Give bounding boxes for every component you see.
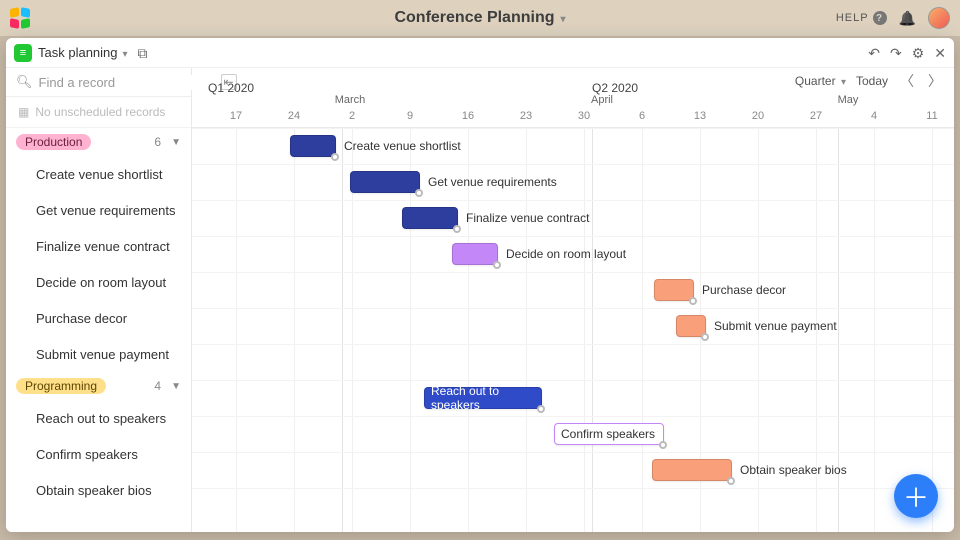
quarter-label: Q2 2020 bbox=[592, 81, 638, 95]
dependency-handle-icon[interactable] bbox=[453, 225, 461, 233]
gantt-bar-label: Submit venue payment bbox=[714, 315, 837, 337]
close-icon[interactable]: ✕ bbox=[934, 46, 946, 60]
gantt-bar[interactable] bbox=[290, 135, 336, 157]
next-arrow-icon[interactable]: 〉 bbox=[926, 71, 944, 91]
month-label: March bbox=[335, 94, 366, 106]
task-item[interactable]: Reach out to speakers bbox=[6, 400, 191, 436]
day-label: 2 bbox=[349, 110, 355, 122]
gantt-bar[interactable] bbox=[350, 171, 420, 193]
group-count: 6 bbox=[154, 135, 161, 149]
dependency-handle-icon[interactable] bbox=[689, 297, 697, 305]
timeline-view-icon: ≡ bbox=[14, 44, 32, 62]
group-count: 4 bbox=[154, 379, 161, 393]
search-icon: 🔍︎ bbox=[16, 74, 33, 90]
day-label: 30 bbox=[578, 110, 590, 122]
gantt-bar[interactable] bbox=[654, 279, 694, 301]
gantt-bar[interactable] bbox=[402, 207, 458, 229]
group-pill: Production bbox=[16, 134, 91, 150]
unscheduled-records[interactable]: ▦ No unscheduled records bbox=[6, 97, 191, 128]
today-button[interactable]: Today bbox=[856, 74, 888, 88]
day-label: 6 bbox=[639, 110, 645, 122]
chevron-down-icon: ▼ bbox=[171, 381, 181, 392]
day-label: 24 bbox=[288, 110, 300, 122]
day-label: 9 bbox=[407, 110, 413, 122]
timeline-panel: Q1 2020 Q2 2020 Quarter Today 〈 〉 March Ap… bbox=[192, 68, 954, 532]
task-item[interactable]: Obtain speaker bios bbox=[6, 472, 191, 508]
help-button[interactable]: HELP ? bbox=[836, 11, 887, 25]
day-label: 27 bbox=[810, 110, 822, 122]
day-label: 16 bbox=[462, 110, 474, 122]
group-pill: Programming bbox=[16, 378, 106, 394]
chevron-down-icon bbox=[839, 74, 846, 88]
add-record-fab[interactable]: ＋ bbox=[894, 474, 938, 518]
task-item[interactable]: Create venue shortlist bbox=[6, 156, 191, 192]
view-window: ≡ Task planning ⧉ ↶ ↷ ⚙ ✕ 🔍︎ ⇤ ▦ No unsc… bbox=[6, 38, 954, 532]
help-label: HELP bbox=[836, 12, 869, 24]
settings-gear-icon[interactable]: ⚙ bbox=[912, 46, 925, 60]
task-item[interactable]: Submit venue payment bbox=[6, 336, 191, 372]
task-item[interactable]: Confirm speakers bbox=[6, 436, 191, 472]
base-title[interactable]: Conference Planning bbox=[394, 9, 565, 27]
month-header: March April May bbox=[192, 94, 954, 110]
day-label: 20 bbox=[752, 110, 764, 122]
gantt-bar[interactable] bbox=[652, 459, 732, 481]
gantt-bar-label: Purchase decor bbox=[702, 279, 786, 301]
popout-icon[interactable]: ⧉ bbox=[138, 46, 148, 60]
dependency-handle-icon[interactable] bbox=[331, 153, 339, 161]
record-sidebar: 🔍︎ ⇤ ▦ No unscheduled records Production… bbox=[6, 68, 192, 532]
gantt-bar[interactable]: Confirm speakers bbox=[554, 423, 664, 445]
task-item[interactable]: Decide on room layout bbox=[6, 264, 191, 300]
chevron-down-icon bbox=[559, 9, 566, 27]
dependency-handle-icon[interactable] bbox=[659, 441, 667, 449]
scale-dropdown[interactable]: Quarter bbox=[795, 74, 846, 88]
month-label: April bbox=[591, 94, 613, 106]
dependency-handle-icon[interactable] bbox=[727, 477, 735, 485]
day-label: 13 bbox=[694, 110, 706, 122]
gantt-bar[interactable]: Reach out to speakers bbox=[424, 387, 542, 409]
window-header: ≡ Task planning ⧉ ↶ ↷ ⚙ ✕ bbox=[6, 38, 954, 68]
search-input[interactable] bbox=[39, 75, 215, 90]
undo-icon[interactable]: ↶ bbox=[868, 46, 880, 60]
chevron-down-icon bbox=[121, 45, 128, 60]
day-label: 11 bbox=[926, 110, 937, 122]
dependency-handle-icon[interactable] bbox=[415, 189, 423, 197]
group-header[interactable]: Programming 4 ▼ bbox=[6, 372, 191, 400]
gantt-bar-label: Finalize venue contract bbox=[466, 207, 589, 229]
view-name-dropdown[interactable]: Task planning bbox=[38, 45, 128, 60]
help-icon: ? bbox=[873, 11, 887, 25]
task-item[interactable]: Finalize venue contract bbox=[6, 228, 191, 264]
gantt-chart[interactable]: Create venue shortlist Get venue requirem… bbox=[192, 128, 954, 532]
app-bar: Conference Planning HELP ? bbox=[0, 0, 960, 36]
user-avatar[interactable] bbox=[928, 7, 950, 29]
gantt-bar-label: Obtain speaker bios bbox=[740, 459, 847, 481]
view-name-label: Task planning bbox=[38, 45, 118, 60]
group-header[interactable]: Production 6 ▼ bbox=[6, 128, 191, 156]
app-logo[interactable] bbox=[10, 8, 30, 28]
gantt-bar[interactable] bbox=[452, 243, 498, 265]
base-title-text: Conference Planning bbox=[394, 9, 554, 27]
dependency-handle-icon[interactable] bbox=[537, 405, 545, 413]
task-item[interactable]: Get venue requirements bbox=[6, 192, 191, 228]
gantt-bar-label: Decide on room layout bbox=[506, 243, 626, 265]
day-label: 23 bbox=[520, 110, 532, 122]
dependency-handle-icon[interactable] bbox=[493, 261, 501, 269]
notifications-icon[interactable] bbox=[899, 10, 916, 27]
timeline-toolbar: Q1 2020 Q2 2020 Quarter Today 〈 〉 bbox=[192, 68, 954, 94]
unscheduled-label: No unscheduled records bbox=[35, 105, 165, 119]
quarter-label: Q1 2020 bbox=[208, 81, 254, 95]
task-item[interactable]: Purchase decor bbox=[6, 300, 191, 336]
prev-arrow-icon[interactable]: 〈 bbox=[898, 71, 916, 91]
day-header: 17 24 2 9 16 23 30 6 13 20 27 4 11 bbox=[192, 110, 954, 128]
scale-label: Quarter bbox=[795, 74, 836, 88]
day-label: 4 bbox=[871, 110, 877, 122]
gantt-bar-label: Create venue shortlist bbox=[344, 135, 461, 157]
grid-icon: ▦ bbox=[18, 105, 29, 119]
month-label: May bbox=[838, 94, 859, 106]
day-label: 17 bbox=[230, 110, 242, 122]
redo-icon[interactable]: ↷ bbox=[890, 46, 902, 60]
dependency-handle-icon[interactable] bbox=[701, 333, 709, 341]
chevron-down-icon: ▼ bbox=[171, 137, 181, 148]
gantt-bar-label: Get venue requirements bbox=[428, 171, 557, 193]
